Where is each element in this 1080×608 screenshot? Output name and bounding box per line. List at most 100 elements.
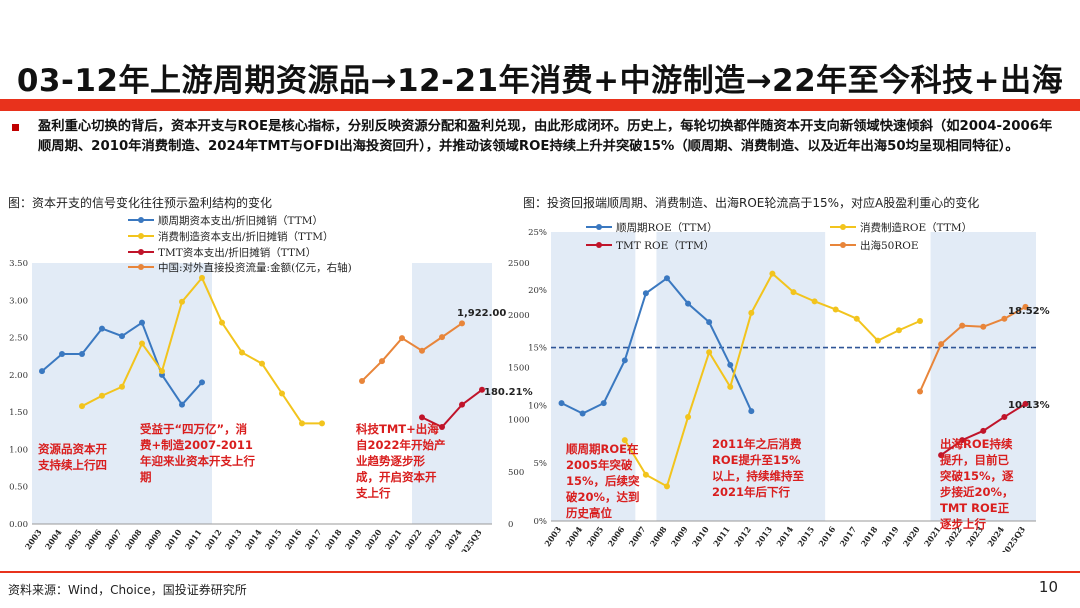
right-annotation-cyclical: 顺周期ROE在2005年突破15%，后续突破20%，达到历史高位 <box>566 442 640 520</box>
series-point-1 <box>159 368 165 375</box>
x-tick-label: 2011 <box>711 524 732 548</box>
series-point-3 <box>399 335 405 342</box>
series-point-1 <box>685 413 692 420</box>
series-point-3 <box>980 323 987 330</box>
x-tick-label: 2009 <box>143 527 164 551</box>
series-point-1 <box>832 306 839 313</box>
y-tick-label: 3.00 <box>9 296 28 306</box>
summary-paragraph: 盈利重心切换的背后，资本开支与ROE是核心指标，分别反映资源分配和盈利兑现，由此… <box>38 119 1053 154</box>
series-point-0 <box>199 379 205 386</box>
series-point-3 <box>439 334 445 341</box>
series-point-3 <box>917 388 924 395</box>
x-tick-label: 2013 <box>753 524 774 548</box>
series-point-0 <box>79 350 85 357</box>
series-point-0 <box>39 368 45 375</box>
x-tick-label: 2009 <box>669 524 690 548</box>
series-point-0 <box>139 319 145 326</box>
series-point-0 <box>59 350 65 357</box>
series-point-1 <box>99 392 105 399</box>
right-chart-caption: 图：投资回报端顺周期、消费制造、出海ROE轮流高于15%，对应A股盈利重心的变化 <box>523 196 980 210</box>
series-point-0 <box>119 333 125 340</box>
x-tick-label: 2020 <box>901 524 922 548</box>
series-point-1 <box>642 471 649 478</box>
x-tick-label: 2006 <box>83 527 104 551</box>
series-point-1 <box>874 337 881 344</box>
shaded-period-0 <box>32 263 112 524</box>
y-tick-label: 10% <box>528 401 547 411</box>
x-tick-label: 2018 <box>323 527 344 551</box>
y-tick-label: 0.00 <box>9 520 28 530</box>
x-tick-label: 2008 <box>123 527 144 551</box>
series-point-3 <box>938 341 945 348</box>
right-roe-chart: 0% 5% 10% 15% 20% 25% 2003 2004 2005 2006 2007 2008… <box>528 221 1036 552</box>
series-point-1 <box>811 298 818 305</box>
legend-marker-2 <box>596 242 602 248</box>
series-point-3 <box>1022 303 1029 310</box>
series-point-2 <box>419 414 425 421</box>
series-point-3 <box>419 347 425 354</box>
x-tick-label: 2017 <box>303 527 324 551</box>
y2-tick-label: 2000 <box>508 311 530 321</box>
x-tick-label: 2004 <box>563 524 584 548</box>
x-tick-label: 2013 <box>223 527 244 551</box>
series-point-1 <box>727 383 734 390</box>
y-tick-label: 20% <box>528 286 547 296</box>
left-chart-caption: 图：资本开支的信号变化往往预示盈利结构的变化 <box>8 196 273 210</box>
label-1013pct: 10.13% <box>1008 400 1050 411</box>
series-point-2 <box>1022 400 1029 407</box>
series-point-1 <box>79 403 85 410</box>
left-annotation-consumption: 受益于“四万亿”，消费+制造2007-2011年迎来业资本开支上行期 <box>140 422 255 484</box>
x-tick-label: 2003 <box>542 524 563 548</box>
y-tick-label: 1.00 <box>9 445 28 455</box>
series-point-1 <box>299 420 305 427</box>
series-point-0 <box>748 408 755 415</box>
legend-marker-3 <box>138 264 144 270</box>
series-point-3 <box>359 377 365 384</box>
y-tick-label: 3.50 <box>9 259 28 269</box>
series-point-2 <box>479 386 485 393</box>
x-tick-label: 2022 <box>403 527 424 551</box>
series-line-0 <box>561 276 753 415</box>
x-tick-label: 2014 <box>243 527 264 551</box>
legend-marker-1 <box>840 224 846 230</box>
x-tick-label: 2019 <box>343 527 364 551</box>
y-tick-label: 0.50 <box>9 483 28 493</box>
y-tick-label: 5% <box>534 459 548 469</box>
series-point-3 <box>459 320 465 327</box>
series-point-1 <box>663 483 670 490</box>
y2-tick-label: 1000 <box>508 416 530 426</box>
y2-tick-label: 2500 <box>508 259 530 269</box>
series-point-0 <box>706 319 713 326</box>
series-point-0 <box>179 401 185 408</box>
label-180pct: 180.21% <box>484 387 533 398</box>
x-tick-label: 2010 <box>690 524 711 548</box>
y-tick-label: 0% <box>534 517 548 527</box>
series-line-3 <box>361 322 463 382</box>
left-capex-chart: 0.00 0.50 1.00 1.50 2.00 2.50 3.00 3.50 0 500 1000… <box>9 214 530 552</box>
x-tick-label: 2005 <box>63 527 84 551</box>
series-point-2 <box>980 427 987 434</box>
legend-label-3: 中国:对外直接投资流量:金额(亿元，右轴) <box>158 261 352 274</box>
legend-marker-0 <box>138 217 144 223</box>
label-1852pct: 18.52% <box>1008 306 1050 317</box>
x-tick-label: 2006 <box>605 524 626 548</box>
series-point-1 <box>259 360 265 367</box>
right-annotation-consumption: 2011年之后消费ROE提升至15%以上，持续维持至2021年后下行 <box>712 437 804 499</box>
series-point-0 <box>558 400 565 407</box>
x-tick-label: 2005 <box>584 524 605 548</box>
series-point-0 <box>99 325 105 332</box>
y-tick-label: 2.50 <box>9 334 28 344</box>
series-point-0 <box>621 357 628 364</box>
label-1922: 1,922.00 <box>457 308 507 319</box>
x-tick-label: 2018 <box>859 524 880 548</box>
legend-label-0: 顺周期资本支出/折旧摊销（TTM） <box>158 214 323 227</box>
legend-label-1: 消费制造ROE（TTM） <box>860 221 972 234</box>
x-tick-label: 2020 <box>363 527 384 551</box>
series-point-1 <box>119 383 125 390</box>
x-tick-label: 2011 <box>183 527 204 551</box>
series-point-1 <box>319 420 325 427</box>
series-point-0 <box>579 410 586 417</box>
series-point-1 <box>706 349 713 356</box>
legend-marker-0 <box>596 224 602 230</box>
left-annotation-tmt: 科技TMT+出海自2022年开始产业趋势逐步形成，开启资本开支上行 <box>356 422 446 500</box>
